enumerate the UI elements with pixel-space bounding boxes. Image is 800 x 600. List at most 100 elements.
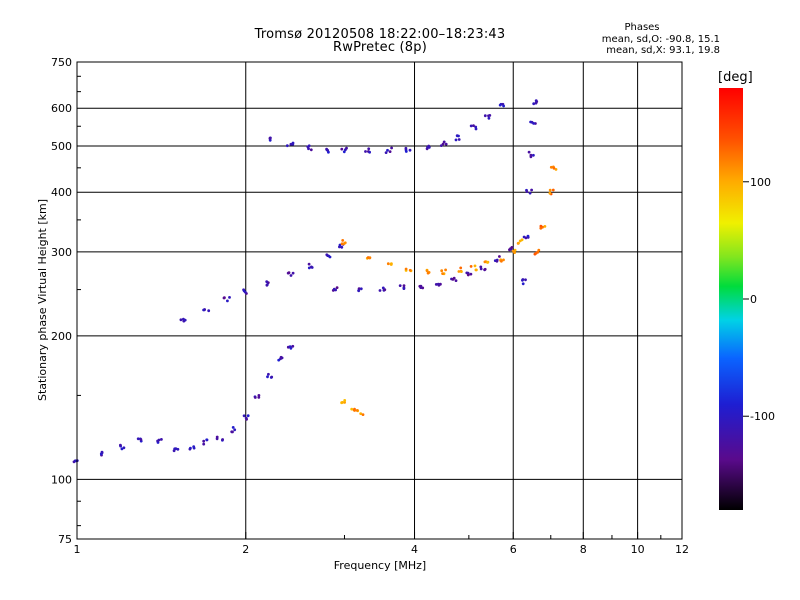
data-point <box>265 280 269 283</box>
data-point <box>530 188 533 192</box>
data-point <box>444 142 448 146</box>
data-point <box>483 260 487 264</box>
data-point <box>532 102 536 106</box>
data-point <box>486 261 489 264</box>
data-point <box>552 166 556 170</box>
data-point <box>528 191 532 195</box>
data-point <box>215 437 219 441</box>
data-point <box>183 318 187 322</box>
y-tick-label: 600 <box>51 102 72 115</box>
y-tick-label: 500 <box>51 140 72 153</box>
data-point <box>408 148 412 152</box>
data-point <box>512 249 515 253</box>
data-point <box>402 287 406 290</box>
data-point <box>404 267 408 271</box>
data-point <box>460 270 463 273</box>
data-point <box>327 150 330 154</box>
data-point <box>368 150 371 154</box>
data-point <box>451 278 455 281</box>
data-point <box>386 262 390 266</box>
data-point <box>291 271 295 275</box>
data-point <box>364 150 367 153</box>
data-point <box>537 248 541 252</box>
data-point <box>457 270 461 273</box>
data-point <box>549 165 553 169</box>
colorbar-tick-label: -100 <box>750 410 775 423</box>
data-point <box>353 407 356 411</box>
data-point <box>483 267 487 271</box>
colorbar-tick-label: 0 <box>750 293 757 306</box>
x-tick-label: 10 <box>631 543 645 556</box>
colorbar-tick-label: 100 <box>750 176 771 189</box>
data-point <box>233 428 237 432</box>
data-point <box>459 266 463 270</box>
phases-stats-x: mean, sd,X: 93.1, 19.8 <box>606 45 720 56</box>
data-point <box>381 286 385 290</box>
data-point <box>288 345 292 349</box>
data-point <box>457 138 461 141</box>
data-point <box>341 401 344 404</box>
data-point <box>160 438 163 441</box>
data-point <box>270 375 274 379</box>
data-point <box>139 438 143 441</box>
data-point <box>268 136 272 140</box>
data-point <box>246 414 250 418</box>
data-point <box>388 150 392 154</box>
data-point <box>384 151 388 155</box>
data-point <box>441 272 444 275</box>
colorbar <box>719 88 743 510</box>
data-point <box>390 146 393 150</box>
data-point <box>534 251 538 255</box>
phases-heading: Phases <box>624 22 660 33</box>
x-tick-label: 4 <box>411 543 418 556</box>
data-point <box>367 147 371 151</box>
data-point <box>221 438 225 441</box>
data-point <box>517 241 520 245</box>
data-point <box>539 226 543 230</box>
data-point <box>402 284 406 287</box>
data-point <box>268 138 272 142</box>
data-point <box>543 225 547 228</box>
phases-stats-o: mean, sd,O: -90.8, 15.1 <box>601 34 720 45</box>
data-point <box>539 224 543 228</box>
data-point <box>119 443 122 447</box>
data-point <box>343 401 346 404</box>
data-point <box>338 245 341 249</box>
data-point <box>309 148 313 152</box>
data-point <box>498 255 501 258</box>
y-tick-label: 200 <box>51 330 72 343</box>
data-point <box>502 258 505 262</box>
data-point <box>554 168 558 171</box>
data-point <box>502 104 505 108</box>
y-tick-label: 400 <box>51 186 72 199</box>
data-point <box>310 265 313 269</box>
data-point <box>357 289 361 293</box>
data-point <box>285 144 289 148</box>
data-point <box>202 442 206 446</box>
data-point <box>469 124 473 128</box>
colorbar-ticks: 100 0 -100 <box>743 176 775 423</box>
data-point <box>427 146 431 149</box>
data-point <box>473 264 477 268</box>
x-tick-label: 12 <box>675 543 689 556</box>
data-point <box>307 147 310 151</box>
data-point <box>120 447 124 451</box>
y-tick-label: 750 <box>51 56 72 69</box>
data-point <box>404 146 408 150</box>
data-point <box>472 124 475 127</box>
data-point <box>500 259 503 263</box>
data-point <box>253 396 257 399</box>
data-point <box>522 235 526 239</box>
data-point <box>454 138 458 142</box>
x-axis-label: Frequency [MHz] <box>334 559 426 572</box>
data-point <box>534 99 538 103</box>
x-tick-label: 8 <box>580 543 587 556</box>
data-point <box>231 426 235 429</box>
data-point <box>532 153 535 157</box>
data-point <box>534 101 538 105</box>
data-point <box>529 120 532 124</box>
data-point <box>404 150 408 153</box>
grid <box>77 62 682 539</box>
data-point <box>548 188 552 192</box>
